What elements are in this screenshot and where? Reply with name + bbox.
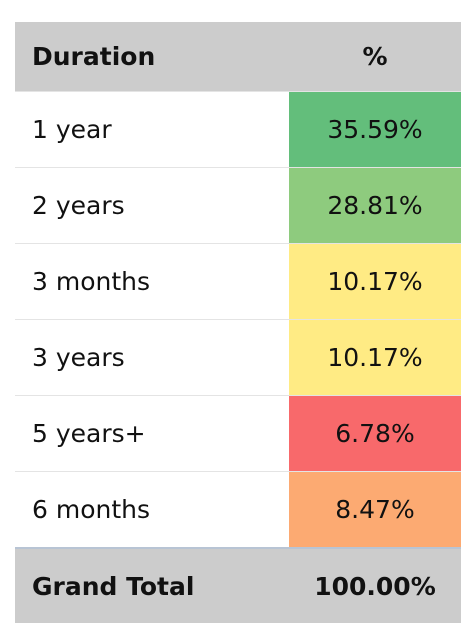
duration-cell: 2 years: [15, 167, 289, 244]
total-label: Grand Total: [15, 547, 289, 623]
header-row: Duration %: [15, 22, 461, 92]
duration-cell: 3 months: [15, 243, 289, 320]
percent-cell: 8.47%: [289, 471, 461, 549]
header-cell: %: [289, 22, 461, 92]
data-row: 5 years+ 6.78%: [15, 395, 461, 472]
percent-cell: 6.78%: [289, 395, 461, 472]
percent-cell: 35.59%: [289, 91, 461, 168]
percent-cell: 10.17%: [289, 243, 461, 320]
data-row: 6 months 8.47%: [15, 471, 461, 549]
header-cell: Duration: [15, 22, 289, 92]
percent-cell: 28.81%: [289, 167, 461, 244]
table-body: Duration % 1 year 35.59% 2 years 28.81% 3 mo…: [15, 22, 461, 623]
table: Duration % 1 year 35.59% 2 years 28.81% 3 mo…: [15, 22, 461, 623]
table-container: Duration % 1 year 35.59% 2 years 28.81% 3 mo…: [15, 22, 461, 623]
data-row: 1 year 35.59%: [15, 91, 461, 168]
percent-cell: 10.17%: [289, 319, 461, 396]
duration-cell: 3 years: [15, 319, 289, 396]
total-value: 100.00%: [289, 547, 461, 623]
data-row: 3 years 10.17%: [15, 319, 461, 396]
duration-cell: 6 months: [15, 471, 289, 549]
total-row: Grand Total 100.00%: [15, 547, 461, 623]
duration-cell: 1 year: [15, 91, 289, 168]
data-row: 3 months 10.17%: [15, 243, 461, 320]
data-row: 2 years 28.81%: [15, 167, 461, 244]
duration-cell: 5 years+: [15, 395, 289, 472]
